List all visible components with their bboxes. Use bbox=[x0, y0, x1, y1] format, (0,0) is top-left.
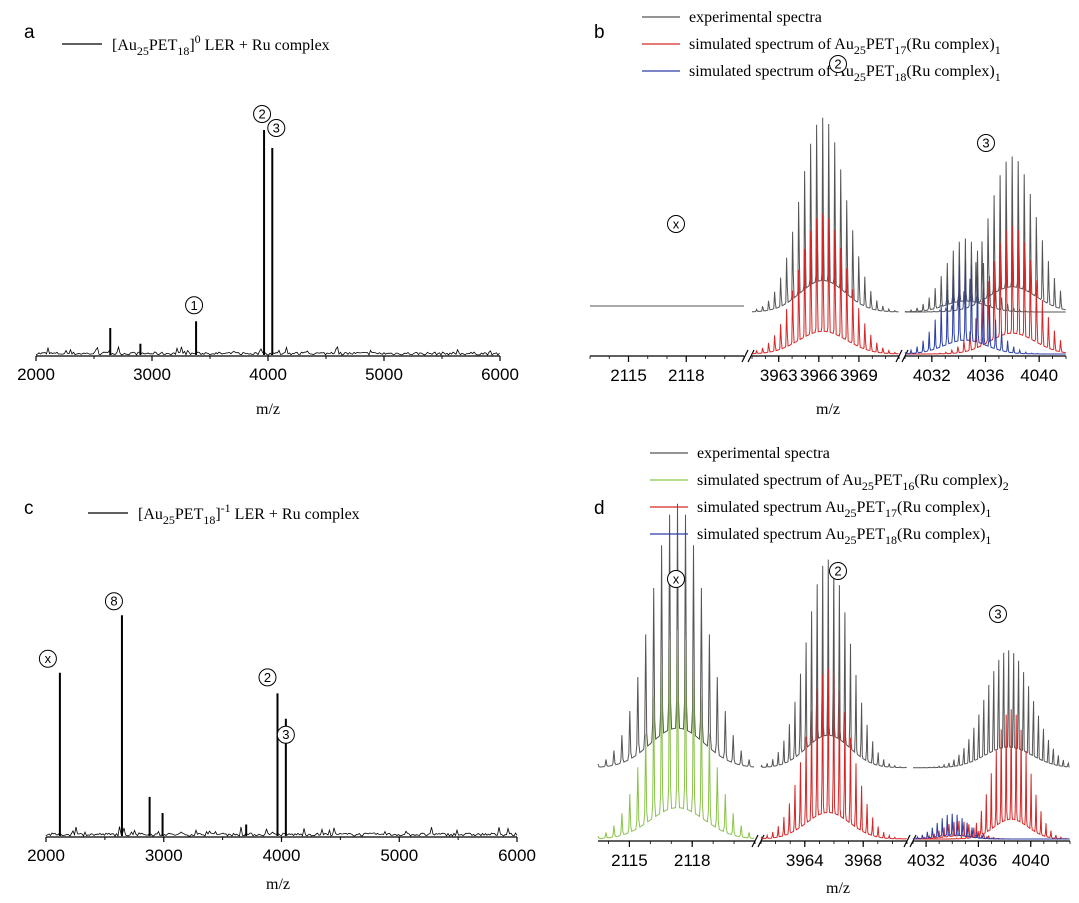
x-tick-label: 3969 bbox=[840, 366, 878, 385]
axis-break bbox=[901, 349, 909, 363]
legend-c-text: [Au25PET18]-1 LER + Ru complex bbox=[138, 501, 360, 527]
axis-break bbox=[751, 834, 759, 848]
svg-text:2: 2 bbox=[264, 670, 271, 685]
isotope-envelope-3 bbox=[912, 813, 1070, 840]
x-tick-label: 3964 bbox=[786, 851, 824, 870]
svg-text:1: 1 bbox=[190, 298, 197, 313]
peak-annotation: 2 bbox=[253, 105, 272, 123]
legend-entry: simulated spectrum of Au25PET18(Ru compl… bbox=[689, 63, 1001, 84]
plot-d: 2115 2118 3964 3968 4032 4036 4040 experimental… bbox=[597, 445, 1071, 870]
peak-annotation: 8 bbox=[104, 592, 123, 611]
isotope-envelope-0 bbox=[905, 156, 1066, 313]
axis-break bbox=[741, 349, 749, 363]
peak-annotation: 3 bbox=[989, 605, 1007, 623]
x-tick-label: 2000 bbox=[17, 365, 55, 384]
isotope-envelope-2 bbox=[913, 709, 1070, 840]
xlabel-b: m/z bbox=[816, 401, 840, 418]
svg-text:2: 2 bbox=[834, 564, 841, 579]
legend-c: [Au25PET18]-1 LER + Ru complex bbox=[88, 501, 360, 527]
isotope-envelope-1 bbox=[905, 225, 1066, 355]
legend-entry: simulated spectrum Au25PET17(Ru complex)… bbox=[697, 499, 991, 520]
isotope-envelope-2 bbox=[904, 261, 1066, 355]
svg-text:8: 8 bbox=[110, 594, 117, 609]
legend-entry: simulated spectrum Au25PET18(Ru complex)… bbox=[697, 526, 991, 547]
axis-break bbox=[895, 349, 903, 363]
legend: experimental spectra simulated spectrum o… bbox=[650, 445, 1009, 547]
noise-trace bbox=[35, 345, 500, 356]
axis-break bbox=[747, 349, 755, 363]
legend-entry: experimental spectra bbox=[689, 9, 822, 26]
isotope-envelope-1 bbox=[597, 630, 755, 840]
isotope-envelope-0 bbox=[751, 117, 899, 313]
x-tick-label: 4000 bbox=[263, 846, 301, 865]
x-tick-label: 3000 bbox=[133, 365, 171, 384]
x-tick-label: 4032 bbox=[913, 366, 951, 385]
svg-text:3: 3 bbox=[273, 121, 280, 136]
x-tick-label: 3966 bbox=[800, 366, 838, 385]
isotope-envelope-0 bbox=[597, 503, 755, 768]
panel-label-a: a bbox=[24, 22, 35, 43]
x-tick-label: 5000 bbox=[380, 846, 418, 865]
legend-a: [Au25PET18]0 LER + Ru complex bbox=[62, 32, 330, 58]
x-tick-label: 4000 bbox=[249, 365, 287, 384]
x-tick-label: 4036 bbox=[967, 366, 1005, 385]
svg-text:2: 2 bbox=[258, 107, 265, 122]
panel-label-d: d bbox=[594, 498, 605, 519]
peak-annotation: x bbox=[667, 215, 685, 233]
plot-b: 2115 2118 3963 3966 3969 4032 4036 4040 experime… bbox=[589, 9, 1067, 385]
peak-annotation: 3 bbox=[977, 134, 995, 152]
x-tick-label: 3968 bbox=[844, 851, 882, 870]
plot-a: 2000 3000 4000 5000 6000 1 23 bbox=[17, 105, 519, 384]
x-tick-label: 2115 bbox=[611, 851, 648, 870]
svg-text:3: 3 bbox=[982, 136, 989, 151]
peak-annotation: 3 bbox=[276, 725, 295, 744]
x-tick-label: 4040 bbox=[1012, 851, 1050, 870]
legend-entry: simulated spectrum of Au25PET17(Ru compl… bbox=[689, 36, 1001, 57]
svg-text:x: x bbox=[45, 651, 52, 666]
svg-text:3: 3 bbox=[282, 727, 289, 742]
xlabel-c: m/z bbox=[266, 876, 290, 893]
x-tick-label: 6000 bbox=[498, 846, 536, 865]
isotope-envelope-0 bbox=[913, 650, 1070, 769]
peak-annotation: x bbox=[38, 649, 57, 668]
xlabel-d: m/z bbox=[826, 880, 850, 897]
peak-annotation: 2 bbox=[829, 55, 847, 73]
noise-trace bbox=[45, 826, 518, 837]
x-tick-label: 6000 bbox=[481, 365, 519, 384]
svg-text:x: x bbox=[673, 572, 680, 587]
x-tick-label: 5000 bbox=[365, 365, 403, 384]
x-tick-label: 2118 bbox=[668, 366, 705, 385]
x-tick-label: 4036 bbox=[960, 851, 998, 870]
panel-label-b: b bbox=[594, 22, 605, 43]
svg-text:x: x bbox=[673, 217, 680, 232]
peak-annotation: 1 bbox=[185, 296, 204, 315]
legend-entry: experimental spectra bbox=[697, 445, 830, 462]
x-tick-label: 3963 bbox=[760, 366, 798, 385]
xlabel-a: m/z bbox=[256, 401, 280, 418]
plot-c: 2000 3000 4000 5000 6000 x 8 2 3 bbox=[27, 592, 536, 865]
x-tick-label: 4040 bbox=[1020, 366, 1058, 385]
axis-break bbox=[757, 834, 765, 848]
x-tick-label: 2115 bbox=[610, 366, 647, 385]
isotope-envelope-1 bbox=[752, 214, 899, 355]
x-tick-label: 3000 bbox=[145, 846, 183, 865]
peak-annotation: x bbox=[667, 570, 685, 588]
legend-entry: simulated spectrum of Au25PET16(Ru compl… bbox=[697, 472, 1009, 493]
isotope-envelope-0 bbox=[904, 238, 1066, 313]
panel-label-c: c bbox=[24, 498, 34, 519]
x-tick-label: 2118 bbox=[674, 851, 711, 870]
legend: experimental spectra simulated spectrum o… bbox=[642, 9, 1001, 84]
svg-text:3: 3 bbox=[994, 607, 1001, 622]
svg-text:2: 2 bbox=[834, 57, 841, 72]
peak-annotation: 2 bbox=[829, 562, 847, 580]
axis-break bbox=[903, 834, 911, 848]
peak-annotation: 2 bbox=[258, 668, 277, 687]
x-tick-label: 4032 bbox=[907, 851, 945, 870]
x-tick-label: 2000 bbox=[27, 846, 65, 865]
peak-annotation: 3 bbox=[267, 119, 286, 137]
legend-a-text: [Au25PET18]0 LER + Ru complex bbox=[112, 32, 330, 58]
axis-break bbox=[909, 834, 917, 848]
isotope-envelope-2 bbox=[760, 668, 907, 840]
